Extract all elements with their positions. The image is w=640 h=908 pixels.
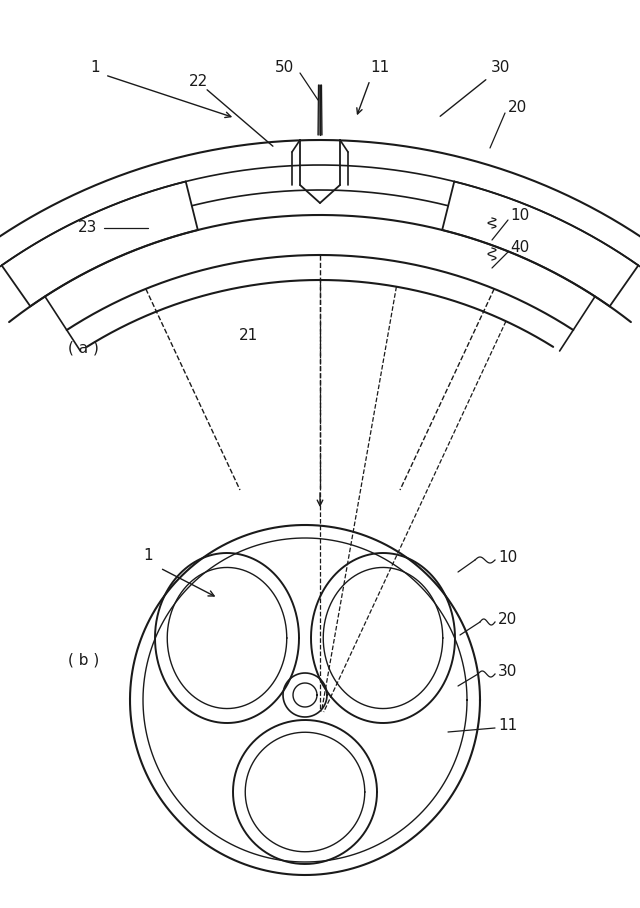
Text: ( b ): ( b ) — [68, 653, 99, 667]
Text: 21: 21 — [238, 328, 258, 342]
Text: 30: 30 — [498, 665, 517, 679]
Text: 50: 50 — [275, 61, 294, 75]
Text: 11: 11 — [371, 61, 390, 75]
Text: 10: 10 — [510, 208, 529, 222]
Text: 1: 1 — [143, 548, 153, 562]
Text: 40: 40 — [510, 241, 529, 255]
Text: 20: 20 — [498, 613, 517, 627]
Text: 10: 10 — [498, 550, 517, 566]
Text: 23: 23 — [78, 221, 98, 235]
Text: 20: 20 — [508, 101, 527, 115]
Text: 11: 11 — [498, 717, 517, 733]
Text: 1: 1 — [90, 61, 100, 75]
Text: 30: 30 — [490, 61, 509, 75]
Text: ( a ): ( a ) — [68, 340, 99, 356]
Text: 22: 22 — [188, 74, 207, 90]
